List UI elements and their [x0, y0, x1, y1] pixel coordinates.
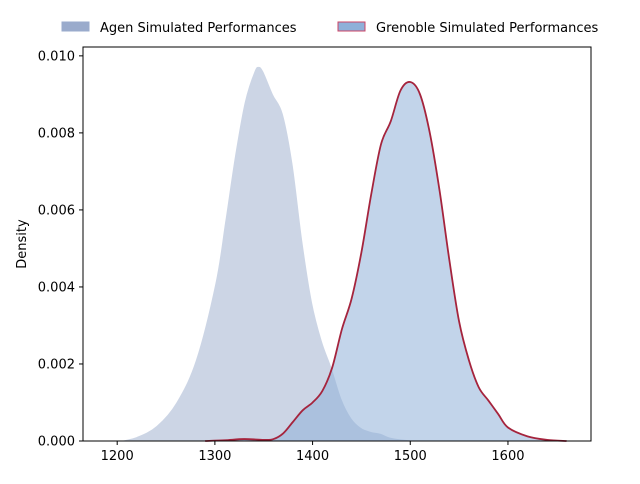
- y-tick-label: 0.006: [38, 203, 75, 218]
- axes: 1200 1300 1400 1500 1600 0.0000.0020.0040.00…: [15, 46, 592, 464]
- y-tick-label: 0.008: [38, 126, 75, 141]
- density-area-grenoble: [205, 81, 567, 442]
- legend-label: Grenoble Simulated Performances: [376, 21, 599, 36]
- legend: Agen Simulated Performances Grenoble Simu…: [61, 21, 599, 36]
- legend-item-agen: Agen Simulated Performances: [61, 21, 297, 36]
- plot-frame: [82, 46, 592, 442]
- density-areas: [117, 65, 567, 442]
- y-tick-label: 0.000: [38, 435, 75, 450]
- x-tick-label: 1200: [101, 449, 134, 464]
- x-axis-ticks: 1200 1300 1400 1500 1600: [101, 441, 525, 464]
- x-tick-label: 1600: [491, 449, 524, 464]
- series-grenoble: [205, 81, 567, 442]
- x-tick-label: 1300: [198, 449, 231, 464]
- density-line-grenoble: [205, 81, 567, 442]
- density-area-agen: [117, 66, 430, 441]
- y-tick-label: 0.010: [38, 49, 75, 64]
- legend-swatch: [61, 21, 90, 32]
- y-tick-label: 0.004: [38, 280, 75, 295]
- x-tick-label: 1400: [296, 449, 329, 464]
- x-tick-label: 1500: [394, 449, 427, 464]
- y-axis-ticks: 0.000 0.002 0.004 0.006 0.008 0.010: [38, 49, 83, 450]
- legend-label: Agen Simulated Performances: [100, 21, 297, 36]
- y-tick-label: 0.002: [38, 357, 75, 372]
- legend-item-grenoble: Grenoble Simulated Performances: [337, 21, 599, 36]
- legend-swatch: [337, 21, 366, 32]
- y-axis-title: Density: [15, 219, 30, 269]
